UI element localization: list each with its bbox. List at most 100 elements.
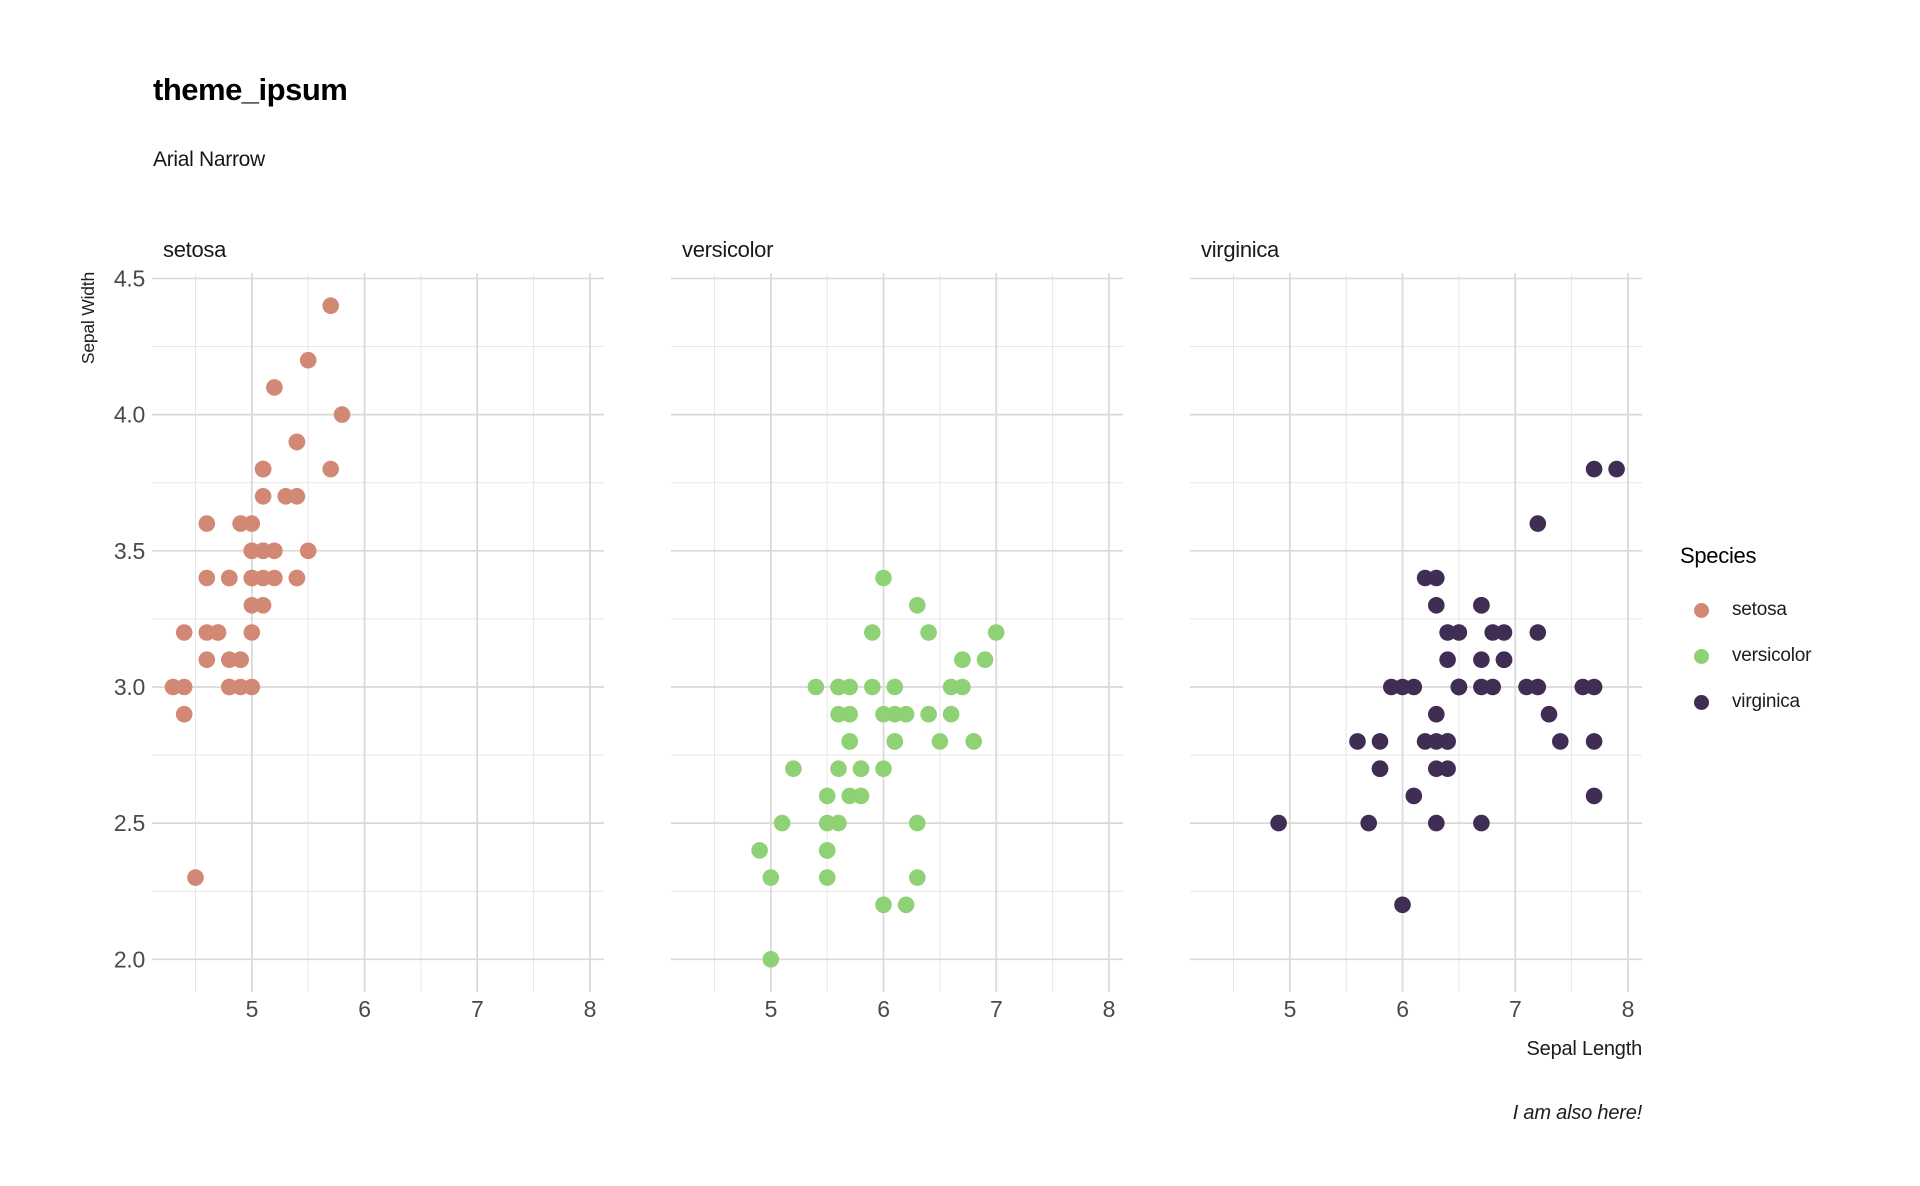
data-point-setosa [175,624,193,641]
data-point-setosa [333,406,351,423]
plot-caption: I am also here! [1512,1102,1642,1124]
data-point-versicolor [807,678,825,696]
data-point-versicolor [751,842,768,859]
data-point-versicolor [762,951,780,968]
data-point-virginica [1428,760,1445,777]
facet-label-setosa: setosa [163,237,227,262]
x-tick-label: 6 [1396,996,1409,1022]
data-point-setosa [254,488,272,505]
data-point-versicolor [830,760,847,777]
y-tick-label: 3.5 [114,538,145,564]
data-point-setosa [254,460,272,478]
data-point-setosa [232,515,249,532]
data-point-virginica [1529,515,1547,532]
x-axis-title: Sepal Length [1526,1038,1643,1060]
data-point-setosa [198,569,216,587]
data-point-versicolor [875,705,892,723]
data-point-setosa [277,488,295,505]
data-point-virginica [1405,787,1423,805]
data-point-versicolor [818,869,836,886]
data-point-versicolor [954,651,971,668]
data-point-virginica [1608,460,1625,478]
data-point-setosa [288,433,306,451]
legend-swatch-setosa [1694,602,1709,618]
axis-and-facet-labels: setosa 5 6 7 8 versicolor 5 6 7 8 virginica 5 6 7 8 2.0… [114,237,1635,1022]
data-point-setosa [221,678,238,696]
data-point-setosa [322,460,340,478]
data-point-versicolor [920,624,937,641]
data-point-versicolor [841,678,858,696]
data-point-virginica [1473,651,1490,668]
data-point-versicolor [909,814,926,832]
data-points [164,297,1625,968]
legend-item-setosa: setosa [1680,587,1900,633]
data-point-versicolor [864,624,881,641]
data-point-setosa [266,379,283,396]
data-point-versicolor [909,597,926,614]
data-point-setosa [243,624,261,641]
data-point-versicolor [818,787,836,805]
data-point-versicolor [920,705,937,723]
facet-label-versicolor: versicolor [682,237,773,262]
data-point-setosa [175,705,193,723]
data-point-versicolor [818,814,836,832]
data-point-virginica [1484,624,1501,641]
data-point-virginica [1529,678,1547,696]
data-point-versicolor [942,705,960,723]
grid-minor [152,273,1642,992]
data-point-versicolor [909,869,926,886]
data-point-setosa [221,569,238,587]
x-tick-label: 8 [1622,996,1635,1022]
data-point-versicolor [818,842,836,859]
x-tick-label: 7 [990,996,1003,1022]
data-point-virginica [1349,733,1366,750]
x-tick-label: 5 [246,996,259,1022]
data-point-virginica [1383,678,1400,696]
data-point-virginica [1394,896,1411,914]
data-point-versicolor [965,733,982,750]
legend-swatch-virginica [1694,694,1709,710]
data-point-setosa [299,542,317,560]
data-point-virginica [1585,733,1603,750]
data-point-versicolor [875,896,892,914]
data-point-setosa [288,569,306,587]
data-point-versicolor [987,624,1005,641]
data-point-versicolor [886,733,904,750]
y-tick-label: 4.0 [114,402,145,428]
x-tick-label: 5 [1284,996,1297,1022]
plot-title: theme_ipsum [153,72,348,107]
data-point-versicolor [931,733,949,750]
data-point-virginica [1529,624,1547,641]
data-point-virginica [1473,814,1490,832]
data-point-setosa [198,624,216,641]
data-point-versicolor [954,678,971,696]
data-point-versicolor [897,896,915,914]
data-point-virginica [1473,597,1490,614]
data-point-versicolor [897,705,915,723]
legend-swatch-versicolor [1694,648,1709,664]
data-point-virginica [1428,733,1445,750]
data-point-virginica [1585,787,1603,805]
data-point-setosa [175,678,193,696]
data-point-virginica [1450,678,1468,696]
data-point-versicolor [886,678,904,696]
data-point-setosa [322,297,340,315]
data-point-setosa [232,651,249,668]
x-tick-label: 6 [358,996,371,1022]
y-tick-label: 2.0 [114,946,145,972]
legend-label: virginica [1732,691,1800,712]
data-point-virginica [1270,814,1287,832]
data-point-virginica [1428,705,1445,723]
legend-title: Species [1680,543,1757,568]
x-tick-label: 8 [584,996,597,1022]
legend-item-versicolor: versicolor [1680,633,1900,679]
data-point-virginica [1371,760,1389,777]
data-point-virginica [1360,814,1377,832]
data-point-setosa [243,678,261,696]
legend: Species setosa versicolor virginica [1680,543,1900,725]
data-point-setosa [243,542,261,560]
x-tick-label: 8 [1103,996,1116,1022]
data-point-virginica [1439,624,1456,641]
